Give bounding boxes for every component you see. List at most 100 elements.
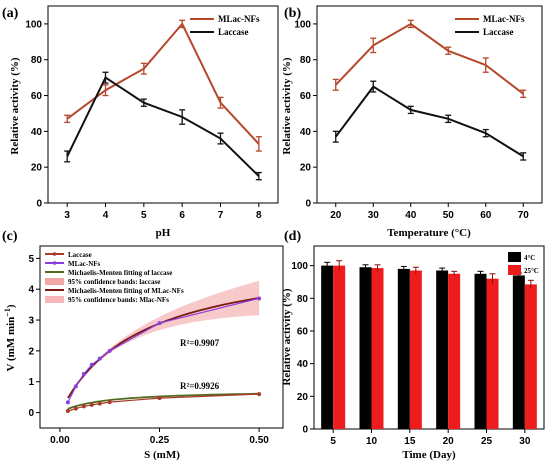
legend-c: Laccase MLac-NFs Michaelis-Menten fittin… <box>45 251 184 304</box>
y-tick-label-b-0: 0 <box>305 199 311 210</box>
x-tick-label-a-5: 8 <box>256 210 262 221</box>
legend-label-a-mlac: MLac-NFs <box>218 14 260 24</box>
x-tick-label-a-3: 6 <box>179 210 185 221</box>
x-tick-label-d-5: 30 <box>519 436 531 447</box>
series-line-b-0 <box>335 22 524 95</box>
x-tick-label-b-3: 50 <box>443 210 455 221</box>
data-point-c-1-4 <box>97 356 102 361</box>
y-tick-label-d-4: 80 <box>297 294 309 305</box>
plot-frame-a <box>47 5 279 204</box>
y-tick-label-b-4: 80 <box>300 55 312 66</box>
y-tick-label-c-2: 2 <box>28 346 34 357</box>
bar-d-0-4 <box>474 273 487 429</box>
x-axis-label-b: Temperature (°C) <box>387 227 471 239</box>
legend-d: 4°C 25°C <box>508 252 539 275</box>
y-tick-label-d-1: 20 <box>297 392 309 403</box>
y-tick-label-c-1: 1 <box>28 377 34 388</box>
bar-d-0-1 <box>359 267 372 429</box>
x-tick-label-b-5: 70 <box>518 210 530 221</box>
legend-swatch-d-25c <box>508 265 521 275</box>
legend-label-c-band-mlac: 95% confidence bands: Mlac-NFs <box>68 296 169 304</box>
y-axis-label-c-main: V (mM min <box>5 317 17 372</box>
series-marks-d <box>321 260 537 429</box>
x-tick-label-d-2: 15 <box>404 436 416 447</box>
chart-c: (c) V (mM min−1) S (mM) 0.00 0.25 0.50 0 1 2 3… <box>2 229 284 461</box>
bar-d-0-0 <box>321 265 334 429</box>
legend-label-b-mlac: MLac-NFs <box>483 14 525 24</box>
x-tick-label-b-4: 60 <box>480 210 492 221</box>
data-point-c-1-5 <box>107 348 112 353</box>
x-tick-label-c-2: 0.50 <box>249 435 269 446</box>
y-tick-label-d-0: 0 <box>302 425 308 436</box>
plot-frame-b <box>316 5 543 204</box>
y-tick-label-b-2: 40 <box>300 127 312 138</box>
panel-label-c: (c) <box>2 229 18 244</box>
data-point-c-1-2 <box>81 372 86 377</box>
bar-d-0-5 <box>512 275 525 429</box>
data-point-c-0-0 <box>65 409 70 414</box>
y-tick-label-c-3: 3 <box>28 316 34 327</box>
series-marks-b <box>332 19 527 161</box>
series-marks-a <box>64 19 262 181</box>
x-tick-label-a-0: 3 <box>64 210 70 221</box>
legend-label-c-mm-mlac: Michaelis-Menten fitting of MLac-NFs <box>68 287 184 295</box>
panel-label-a: (a) <box>2 6 19 21</box>
bar-d-1-2 <box>409 270 422 429</box>
y-axis-label-a: Relative activity (%) <box>9 57 21 154</box>
x-tick-label-d-3: 20 <box>443 436 455 447</box>
bar-d-1-1 <box>371 268 384 429</box>
data-point-c-0-4 <box>97 401 102 406</box>
y-tick-label-a-0: 0 <box>36 199 42 210</box>
chart-a: (a) Relative activity (%) pH 3 4 5 6 7 802040… <box>2 5 279 239</box>
legend-swatch-c-band-laccase <box>45 278 64 285</box>
bar-d-0-2 <box>397 268 410 429</box>
x-tick-label-d-0: 5 <box>330 436 336 447</box>
y-tick-label-a-2: 40 <box>31 127 43 138</box>
y-tick-label-d-3: 60 <box>297 326 309 337</box>
plot-frame-c <box>39 245 284 429</box>
bar-d-1-4 <box>486 278 499 429</box>
x-tick-label-b-1: 30 <box>368 210 380 221</box>
data-point-c-0-5 <box>107 400 112 405</box>
x-tick-label-b-2: 40 <box>405 210 417 221</box>
legend-label-c-mm-laccase: Michaelis-Menten fitting of laccase <box>68 269 172 277</box>
y-tick-label-a-1: 20 <box>31 163 43 174</box>
x-axis-label-c: S (mM) <box>144 449 180 461</box>
legend-b: MLac-NFs Laccase <box>455 14 525 37</box>
x-tick-label-b-0: 20 <box>330 210 342 221</box>
y-tick-label-c-0: 0 <box>28 408 34 419</box>
legend-a: MLac-NFs Laccase <box>190 14 260 37</box>
y-tick-label-d-2: 40 <box>297 359 309 370</box>
data-point-c-1-7 <box>257 296 262 301</box>
y-tick-label-c-4: 4 <box>28 285 34 296</box>
series-marks-c <box>65 280 262 414</box>
y-tick-label-a-4: 80 <box>31 55 43 66</box>
x-tick-label-d-4: 25 <box>481 436 493 447</box>
data-point-c-0-6 <box>157 396 162 401</box>
y-tick-label-d-5: 100 <box>291 261 308 272</box>
bar-d-0-3 <box>436 270 449 429</box>
x-tick-label-a-4: 7 <box>218 210 224 221</box>
fit-curve-laccase <box>67 392 260 410</box>
y-tick-label-b-1: 20 <box>300 163 312 174</box>
legend-label-c-laccase: Laccase <box>68 251 92 259</box>
panel-label-b: (b) <box>284 6 301 21</box>
x-tick-label-c-0: 0.00 <box>50 435 70 446</box>
x-axis-label-a: pH <box>156 227 171 239</box>
y-axis-label-d: Relative activity (%) <box>281 288 293 385</box>
data-point-c-1-1 <box>73 384 78 389</box>
chart-b: (b) Relative activity (%) Temperature (°… <box>281 5 543 239</box>
data-point-c-1-3 <box>89 362 94 367</box>
legend-label-d-25c: 25°C <box>524 267 539 275</box>
y-axis-label-b: Relative activity (%) <box>281 57 293 154</box>
bar-d-1-3 <box>448 273 461 429</box>
bar-d-1-0 <box>333 265 346 429</box>
y-tick-label-b-5: 100 <box>294 19 311 30</box>
series-line-a-1 <box>66 76 260 177</box>
data-point-c-0-1 <box>73 406 78 411</box>
axis-ticks-c: 0.00 0.25 0.50 0 1 2 3 4 5 <box>28 254 269 446</box>
axis-ticks-b: 20 30 40 50 60 70 0 20 40 60 80 100 <box>294 19 529 221</box>
y-tick-label-c-5: 5 <box>28 254 34 265</box>
y-tick-label-b-3: 60 <box>300 91 312 102</box>
